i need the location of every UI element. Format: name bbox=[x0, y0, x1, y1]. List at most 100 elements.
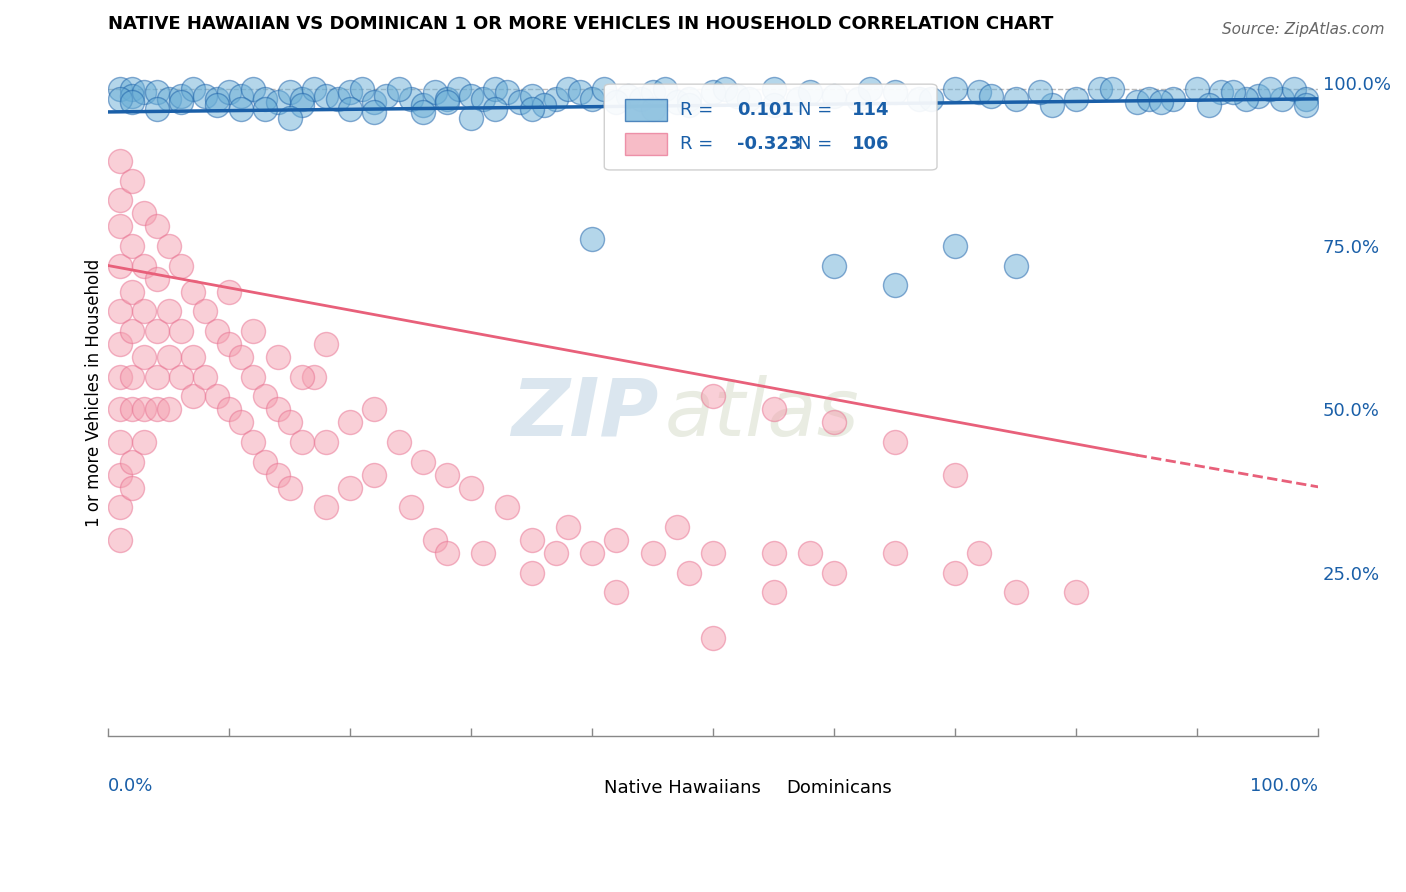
Text: N =: N = bbox=[797, 135, 838, 153]
Point bbox=[714, 82, 737, 96]
Point bbox=[145, 86, 167, 100]
Point bbox=[799, 86, 821, 100]
Point bbox=[254, 389, 277, 403]
Point bbox=[145, 402, 167, 417]
Point bbox=[231, 350, 253, 364]
Point bbox=[231, 88, 253, 103]
Point bbox=[134, 402, 156, 417]
Point bbox=[157, 239, 180, 253]
Point bbox=[134, 304, 156, 318]
Point bbox=[205, 324, 228, 338]
Point bbox=[291, 435, 314, 450]
Text: 106: 106 bbox=[852, 135, 890, 153]
Point bbox=[278, 86, 301, 100]
Point bbox=[654, 82, 676, 96]
Point bbox=[134, 206, 156, 220]
Point bbox=[157, 304, 180, 318]
Point bbox=[665, 520, 688, 534]
Text: NATIVE HAWAIIAN VS DOMINICAN 1 OR MORE VEHICLES IN HOUSEHOLD CORRELATION CHART: NATIVE HAWAIIAN VS DOMINICAN 1 OR MORE V… bbox=[108, 15, 1053, 33]
Point bbox=[1282, 82, 1305, 96]
Text: R =: R = bbox=[681, 101, 720, 119]
Point bbox=[121, 173, 143, 187]
Point bbox=[436, 95, 458, 109]
Point bbox=[326, 92, 349, 106]
Point bbox=[980, 88, 1002, 103]
Point bbox=[762, 82, 785, 96]
Point bbox=[702, 389, 724, 403]
Point bbox=[883, 86, 905, 100]
Point bbox=[339, 102, 361, 116]
Point bbox=[520, 88, 543, 103]
Text: 0.101: 0.101 bbox=[737, 101, 794, 119]
Point bbox=[617, 88, 640, 103]
Point bbox=[315, 500, 337, 515]
Point bbox=[412, 455, 434, 469]
Point bbox=[786, 92, 808, 106]
Bar bbox=[744, 778, 780, 798]
Text: N =: N = bbox=[797, 101, 838, 119]
Point bbox=[110, 500, 132, 515]
Point bbox=[859, 82, 882, 96]
Point bbox=[134, 86, 156, 100]
Point bbox=[1029, 86, 1052, 100]
Point bbox=[1004, 92, 1026, 106]
Point bbox=[110, 435, 132, 450]
Point bbox=[641, 86, 664, 100]
Point bbox=[630, 92, 652, 106]
Point bbox=[520, 566, 543, 580]
Point bbox=[1137, 92, 1160, 106]
Point bbox=[181, 389, 204, 403]
Point bbox=[544, 546, 567, 560]
Point bbox=[145, 271, 167, 285]
Point bbox=[1125, 95, 1147, 109]
Point bbox=[605, 95, 627, 109]
Point bbox=[266, 402, 288, 417]
Point bbox=[315, 88, 337, 103]
Point bbox=[339, 86, 361, 100]
Point bbox=[1004, 585, 1026, 599]
Point bbox=[920, 92, 942, 106]
Point bbox=[121, 285, 143, 299]
Point bbox=[194, 369, 217, 384]
Point bbox=[1234, 92, 1257, 106]
Point bbox=[205, 98, 228, 112]
Point bbox=[302, 369, 325, 384]
Point bbox=[846, 92, 869, 106]
Point bbox=[121, 369, 143, 384]
Point bbox=[121, 324, 143, 338]
Point bbox=[157, 350, 180, 364]
Point bbox=[242, 324, 264, 338]
Text: -0.323: -0.323 bbox=[737, 135, 801, 153]
Point bbox=[799, 546, 821, 560]
Point bbox=[702, 546, 724, 560]
Point bbox=[569, 86, 592, 100]
Point bbox=[1004, 259, 1026, 273]
Point bbox=[266, 467, 288, 482]
Point bbox=[1185, 82, 1208, 96]
Point bbox=[110, 304, 132, 318]
Point bbox=[121, 82, 143, 96]
Point bbox=[121, 88, 143, 103]
Point bbox=[1040, 98, 1063, 112]
Point bbox=[181, 82, 204, 96]
Point bbox=[145, 369, 167, 384]
Point bbox=[908, 92, 931, 106]
Point bbox=[520, 533, 543, 547]
Point bbox=[110, 337, 132, 351]
Point bbox=[278, 416, 301, 430]
Point bbox=[1246, 88, 1268, 103]
Point bbox=[484, 102, 506, 116]
Point bbox=[170, 324, 193, 338]
Point bbox=[194, 88, 217, 103]
Point bbox=[170, 95, 193, 109]
Text: 0.0%: 0.0% bbox=[108, 778, 153, 796]
Point bbox=[254, 92, 277, 106]
Point bbox=[121, 481, 143, 495]
Point bbox=[883, 546, 905, 560]
Point bbox=[121, 95, 143, 109]
Text: R =: R = bbox=[681, 135, 720, 153]
Point bbox=[110, 402, 132, 417]
Point bbox=[242, 82, 264, 96]
Point bbox=[157, 402, 180, 417]
Point bbox=[969, 86, 991, 100]
